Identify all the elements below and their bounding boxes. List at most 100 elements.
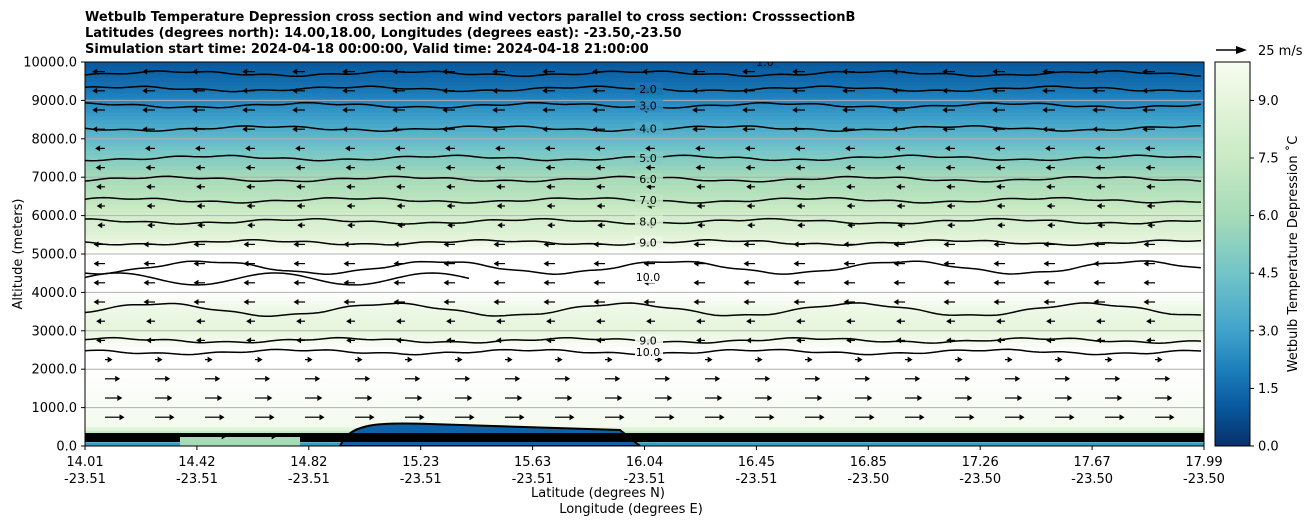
- contour-band: [85, 227, 1204, 232]
- x-tick-label-lon: -23.51: [400, 472, 442, 487]
- wind-vector-head: [707, 356, 713, 363]
- wind-vector-head: [446, 337, 452, 344]
- wind-vector-head: [746, 203, 752, 209]
- wind-vector-head: [1096, 203, 1102, 209]
- wind-vector-head: [443, 241, 449, 248]
- wind-vector-head: [246, 337, 252, 344]
- wind-vector-head: [807, 356, 813, 363]
- colorbar-gradient: [1214, 61, 1251, 447]
- wind-vector-head: [292, 126, 298, 133]
- wind-vector-head: [645, 145, 651, 152]
- contour-label: 10.0: [636, 346, 661, 359]
- y-tick-label: 2000.0: [32, 363, 78, 378]
- wind-vector-head: [593, 279, 599, 286]
- wind-vector-head: [992, 126, 998, 133]
- contour-band: [85, 384, 1204, 389]
- wind-vector-head: [842, 126, 848, 133]
- x-axis: 14.01 -23.51 14.42 -23.51 14.82 -23.51 15.23 -2…: [64, 446, 1225, 487]
- wind-vector-head: [242, 107, 248, 113]
- wind-vector-head: [446, 183, 452, 190]
- wind-vector-head: [843, 260, 849, 267]
- wind-vector-head: [492, 68, 498, 75]
- wind-vector-head: [446, 318, 452, 325]
- wind-vector-head: [396, 183, 402, 190]
- wind-vector-head: [817, 395, 823, 401]
- wind-vector-head: [943, 241, 949, 248]
- wind-vector-head: [846, 337, 852, 344]
- wind-vector-head: [495, 145, 501, 152]
- colorbar-tick-label: 7.5: [1258, 152, 1279, 167]
- wind-vector-head: [1042, 107, 1048, 113]
- wind-vector-head: [147, 222, 153, 229]
- wind-vector-head: [143, 241, 149, 248]
- wind-vector-head: [292, 107, 298, 113]
- y-tick-label: 0.0: [56, 440, 77, 455]
- wind-vector-head: [145, 164, 151, 171]
- wind-vector-head: [92, 126, 98, 133]
- wind-vector-head: [846, 183, 852, 190]
- wind-vector-head: [796, 183, 802, 190]
- wind-vector-head: [169, 414, 175, 421]
- colorbar-tick-label: 4.5: [1258, 267, 1279, 282]
- wind-vector-head: [1092, 107, 1098, 113]
- wind-vector-head: [592, 68, 598, 75]
- wind-vector-head: [393, 279, 399, 286]
- wind-vector-head: [1067, 395, 1073, 401]
- wind-vector-head: [1146, 337, 1152, 344]
- wind-vector-head: [897, 222, 903, 229]
- contour-label-bg: [635, 152, 663, 164]
- wind-vector-head: [846, 203, 852, 209]
- contour-band: [85, 115, 1204, 121]
- wind-vector-head: [571, 433, 577, 440]
- contour-band: [85, 284, 1204, 290]
- wind-vector-head: [867, 395, 873, 401]
- wind-vector-head: [115, 375, 121, 382]
- wind-vector-head: [542, 68, 548, 75]
- wind-vector-head: [1093, 241, 1099, 248]
- contour-label: 3.0: [639, 99, 657, 112]
- wind-vector-head: [569, 414, 575, 421]
- y-axis-label: Altitude (meters): [11, 199, 26, 310]
- wind-vector-head: [443, 299, 449, 305]
- contour-band: [85, 415, 1204, 420]
- contour-band: [85, 399, 1204, 405]
- wind-vector-head: [393, 260, 399, 267]
- wind-vector-head: [446, 203, 452, 209]
- wind-vector-head: [343, 241, 349, 248]
- colorbar-ticks: 0.0 1.5 3.0 4.5 6.0 7.5 9.0: [1250, 94, 1279, 455]
- contour-band: [85, 138, 1204, 144]
- wind-vector-head: [992, 107, 998, 113]
- contour-label: 2.0: [639, 83, 657, 96]
- wind-vector-head: [445, 145, 451, 152]
- wind-vector-head: [792, 126, 798, 133]
- wind-vector-head: [142, 107, 148, 113]
- contour-band: [85, 442, 1204, 446]
- wind-vector-head: [507, 356, 513, 363]
- wind-vector-head: [343, 279, 349, 286]
- x-tick-label-lon: -23.50: [1071, 472, 1113, 487]
- contour-label-bg: [635, 236, 663, 249]
- colorbar-tick-label: 9.0: [1258, 94, 1279, 109]
- contour-band: [85, 161, 1204, 167]
- y-tick-label: 3000.0: [32, 324, 78, 339]
- wind-vector-head: [793, 260, 799, 267]
- colorbar-tick-label: 3.0: [1258, 324, 1279, 339]
- wind-vector-head: [496, 203, 502, 209]
- wind-vector-head: [442, 107, 448, 113]
- x-tick-label-lon: -23.51: [512, 472, 554, 487]
- wind-vector-head: [1145, 145, 1151, 152]
- x-tick-label-lon: -23.51: [288, 472, 330, 487]
- wind-vector-head: [792, 87, 798, 94]
- wind-vector-head: [967, 395, 973, 401]
- wind-vector-head: [1157, 356, 1163, 363]
- contour-band: [85, 62, 1204, 67]
- wind-vector-head: [1046, 337, 1052, 344]
- wind-vector-head: [997, 222, 1003, 229]
- wind-vector-head: [869, 414, 875, 421]
- vector-key-arrowhead: [1236, 46, 1247, 54]
- contour-band: [85, 411, 1204, 416]
- contour-label-bg: [635, 82, 663, 95]
- x-tick-label-lat: 14.01: [66, 455, 103, 470]
- wind-vector-head: [943, 299, 949, 305]
- contour-band: [85, 211, 1204, 217]
